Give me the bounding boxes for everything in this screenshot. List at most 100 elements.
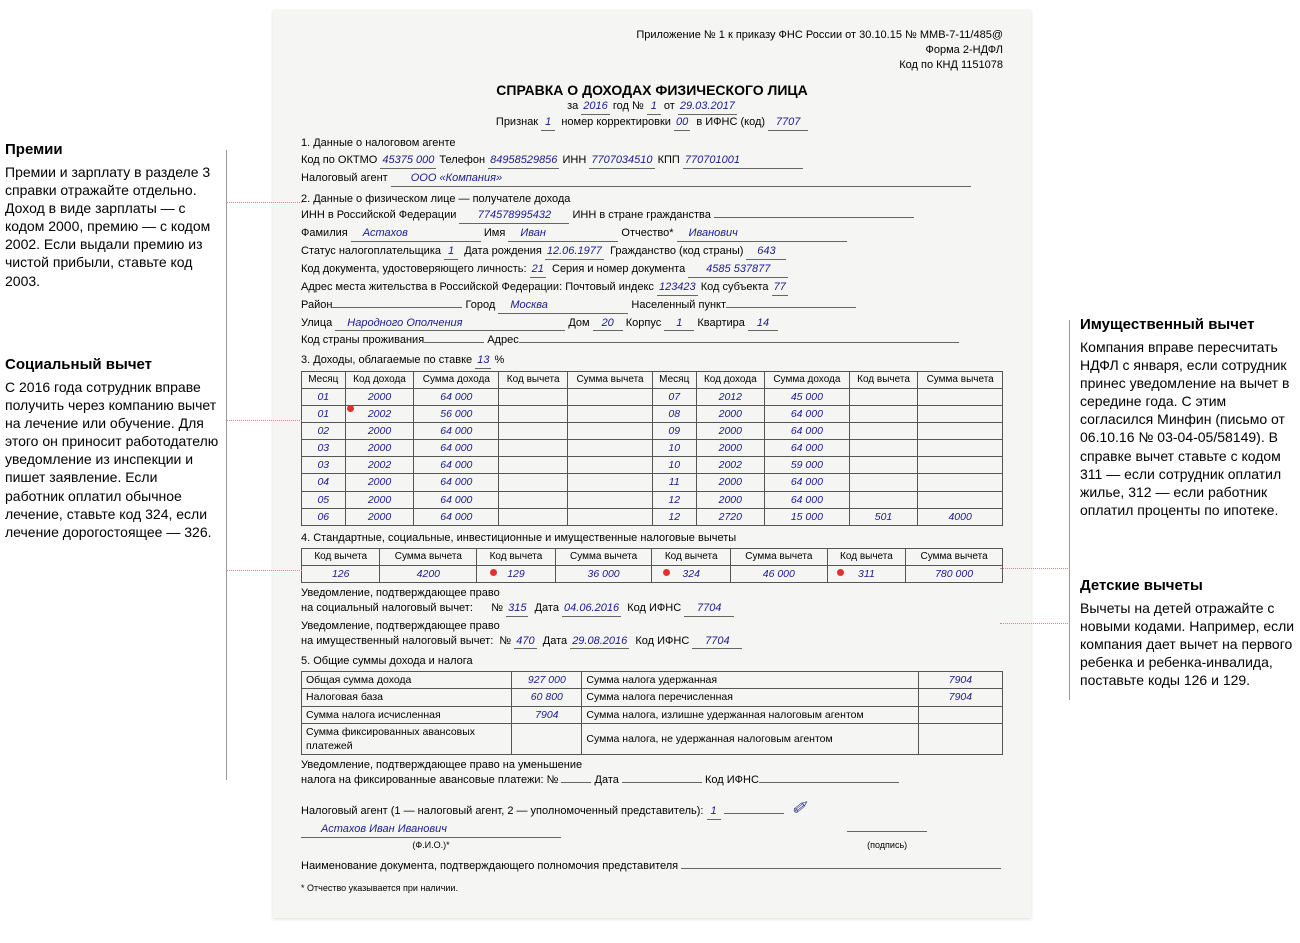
s2-korp-l: Корпус [626, 317, 661, 329]
income-cell [499, 457, 568, 474]
s2-ser: 4585 537877 [688, 262, 788, 278]
income-cell: 2000 [696, 474, 765, 491]
income-cell [499, 508, 568, 525]
income-cell [849, 440, 918, 457]
s2-flat: 14 [748, 316, 778, 332]
totals-label: Сумма налога, не удержанная налоговым аг… [582, 723, 918, 754]
income-cell [499, 491, 568, 508]
annotation-body: Компания вправе пересчитать НДФЛ с январ… [1080, 338, 1295, 520]
s1-kpp: 770701001 [683, 153, 803, 169]
income-cell: 59 000 [765, 457, 850, 474]
income-cell [568, 457, 652, 474]
income-row: 11200064 000 [653, 474, 1003, 491]
s1-oktmo: 45375 000 [380, 153, 436, 169]
totals-value: 7904 [918, 689, 1002, 706]
income-cell [918, 422, 1003, 439]
deduction-header: Код вычета [827, 548, 905, 565]
s2-innrf-l: ИНН в Российской Федерации [301, 209, 456, 221]
totals-value: 927 000 [512, 672, 582, 689]
section-2: 2. Данные о физическом лице — получателе… [301, 192, 1003, 349]
s3-rate: 13 [475, 353, 491, 369]
deduction-header: Сумма вычета [380, 548, 477, 565]
income-header: Сумма дохода [414, 372, 499, 389]
totals-row: Налоговая база60 800Сумма налога перечис… [302, 689, 1003, 706]
income-row: 10200259 000 [653, 457, 1003, 474]
s4-ifns-l: Код ИФНС [627, 602, 681, 614]
s2-f1: Признак [496, 116, 538, 128]
s2-title: 2. Данные о физическом лице — получателе… [301, 192, 1003, 207]
income-header: Код дохода [345, 372, 414, 389]
income-row: 06200064 000 [302, 508, 653, 525]
income-cell: 64 000 [414, 422, 499, 439]
s2-country-l: Код страны проживания [301, 334, 424, 346]
income-cell: 03 [302, 457, 346, 474]
totals-value [918, 723, 1002, 754]
s2-city-l: Город [466, 299, 496, 311]
guide-line-left [226, 150, 227, 780]
form-subtitle: за 2016 год № 1 от 29.03.2017 [301, 99, 1003, 115]
callout-dot [837, 569, 844, 576]
deduction-cell: 36 000 [555, 565, 652, 582]
s4-prop-num: 470 [514, 634, 536, 650]
income-header: Код дохода [696, 372, 765, 389]
income-row: 10200064 000 [653, 440, 1003, 457]
s1-inn-l: ИНН [562, 154, 586, 166]
deduction-header: Код вычета [477, 548, 555, 565]
form-title: СПРАВКА О ДОХОДАХ ФИЗИЧЕСКОГО ЛИЦА [301, 81, 1003, 100]
income-cell: 10 [653, 440, 697, 457]
form-2ndfl: Приложение № 1 к приказу ФНС России от 3… [273, 10, 1031, 918]
income-cell [568, 405, 652, 422]
s5-adv-l1: Уведомление, подтверждающее право на уме… [301, 758, 1003, 773]
s2-ser-l: Серия и номер документа [552, 263, 685, 275]
deduction-cell: 129 [477, 565, 555, 582]
income-header: Сумма вычета [918, 372, 1003, 389]
income-cell: 2000 [345, 422, 414, 439]
s2-settle-l: Населенный пункт [631, 299, 726, 311]
income-table-left: МесяцКод доходаСумма доходаКод вычетаСум… [301, 371, 652, 526]
income-cell: 64 000 [414, 474, 499, 491]
s5-adv-date [622, 782, 702, 783]
s2-f2: номер корректировки [561, 116, 671, 128]
s2-dob: 12.06.1977 [545, 244, 604, 260]
s5-title: 5. Общие суммы дохода и налога [301, 654, 1003, 669]
income-cell: 2000 [345, 388, 414, 405]
s2-settle [726, 307, 856, 308]
totals-label: Налоговая база [302, 689, 512, 706]
s5-adv-ifns [759, 782, 899, 783]
annotation-title: Детские вычеты [1080, 576, 1295, 596]
deduction-cell: 46 000 [730, 565, 827, 582]
s2-zip: 123423 [657, 280, 698, 296]
income-row: 01200064 000 [302, 388, 653, 405]
income-cell [918, 474, 1003, 491]
s2-street: Народного Ополчения [335, 316, 565, 332]
s3-title-pre: 3. Доходы, облагаемые по ставке [301, 354, 472, 366]
income-cell: 2002 [345, 405, 414, 422]
header-line2: Форма 2-НДФЛ [301, 43, 1003, 58]
income-header: Сумма вычета [568, 372, 652, 389]
income-row: 01200256 000 [302, 405, 653, 422]
deduction-cell: 126 [302, 565, 380, 582]
totals-label: Общая сумма дохода [302, 672, 512, 689]
signer-fio-sub: (Ф.И.О.)* [301, 839, 561, 851]
s2-doc-l: Код документа, удостоверяющего личность: [301, 263, 527, 275]
s4-date-l: Дата [535, 602, 559, 614]
s4-date-l2: Дата [543, 635, 567, 647]
s2-addr2 [519, 342, 959, 343]
income-cell: 2000 [345, 508, 414, 525]
s2-raion [332, 307, 462, 308]
income-header: Код вычета [849, 372, 918, 389]
income-row: 12200064 000 [653, 491, 1003, 508]
totals-value: 60 800 [512, 689, 582, 706]
totals-value [918, 706, 1002, 723]
income-row: 02200064 000 [302, 422, 653, 439]
income-cell: 02 [302, 422, 346, 439]
connector-line [1000, 623, 1070, 624]
s2-patr: Иванович [677, 226, 847, 242]
income-cell: 2000 [345, 491, 414, 508]
income-row: 05200064 000 [302, 491, 653, 508]
sub-mid2: от [664, 100, 675, 112]
income-cell: 03 [302, 440, 346, 457]
footnote: * Отчество указывается при наличии. [301, 882, 1003, 894]
s2-v3: 7707 [768, 115, 808, 131]
s1-title: 1. Данные о налоговом агенте [301, 136, 1003, 151]
